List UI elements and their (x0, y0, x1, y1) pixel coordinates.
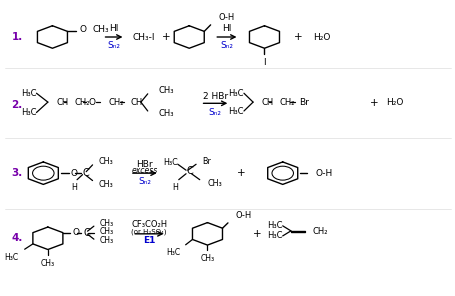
Text: H: H (172, 183, 178, 192)
Text: +: + (162, 32, 170, 42)
Text: H: H (71, 183, 77, 192)
Text: H₃C: H₃C (21, 108, 36, 117)
Text: O-H: O-H (235, 211, 251, 220)
Text: (or H₂SO₄): (or H₂SO₄) (131, 229, 167, 235)
Text: O: O (79, 25, 86, 33)
Text: H₃C: H₃C (228, 107, 243, 115)
Text: 2 HBr: 2 HBr (202, 92, 228, 101)
Text: +: + (369, 98, 377, 108)
Text: H₃C: H₃C (166, 248, 180, 257)
Text: Br: Br (202, 157, 211, 166)
Text: E1: E1 (142, 236, 155, 245)
Text: H₂O: H₂O (385, 98, 402, 107)
Text: C: C (83, 228, 90, 238)
Text: CH₃: CH₃ (93, 25, 109, 33)
Text: +: + (294, 32, 302, 42)
Text: O-H: O-H (218, 13, 235, 22)
Text: H₃C: H₃C (4, 253, 18, 262)
Text: CH₃: CH₃ (200, 254, 214, 263)
Text: CH₂: CH₂ (108, 98, 124, 107)
Text: +: + (253, 229, 261, 239)
Text: 4.: 4. (11, 233, 23, 243)
Text: H₃C: H₃C (21, 89, 36, 98)
Text: O: O (89, 98, 96, 107)
Text: Br: Br (299, 98, 309, 107)
Text: CH₃-I: CH₃-I (132, 33, 155, 41)
Text: CH₃: CH₃ (158, 110, 173, 118)
Text: H₃C: H₃C (267, 221, 282, 230)
Text: CH₃: CH₃ (100, 219, 114, 228)
Text: CH: CH (261, 98, 273, 107)
Text: +: + (237, 168, 245, 178)
Text: CH₃: CH₃ (99, 157, 113, 166)
Text: I: I (263, 58, 265, 67)
Text: CH: CH (130, 98, 142, 107)
Text: HI: HI (222, 24, 231, 33)
Text: excess: excess (131, 166, 157, 175)
Text: CH₃: CH₃ (41, 259, 55, 268)
Text: HBr: HBr (136, 160, 152, 169)
Text: Sₙ₂: Sₙ₂ (220, 41, 233, 50)
Text: 2.: 2. (11, 100, 23, 110)
Text: CH₂: CH₂ (74, 98, 90, 107)
Text: H₃C: H₃C (228, 89, 243, 98)
Text: CF₃CO₂H: CF₃CO₂H (131, 221, 167, 229)
Text: Sₙ₂: Sₙ₂ (107, 41, 120, 50)
Text: HI: HI (109, 24, 118, 33)
Text: CH₂: CH₂ (312, 227, 328, 236)
Text: C: C (187, 166, 193, 176)
Text: Sₙ₂: Sₙ₂ (208, 108, 221, 117)
Text: CH₃: CH₃ (100, 236, 114, 244)
Text: O: O (71, 169, 77, 178)
Text: O-H: O-H (314, 169, 332, 178)
Text: CH₃: CH₃ (158, 86, 173, 95)
Text: CH₃: CH₃ (100, 227, 114, 236)
Text: 3.: 3. (11, 168, 23, 178)
Text: CH₂: CH₂ (279, 98, 294, 107)
Text: H₃C: H₃C (267, 231, 282, 240)
Text: H₃C: H₃C (163, 158, 177, 167)
Text: CH₃: CH₃ (207, 179, 222, 188)
Text: O: O (72, 228, 79, 237)
Text: CH: CH (56, 98, 68, 107)
Text: Sₙ₂: Sₙ₂ (138, 177, 151, 186)
Text: CH₃: CH₃ (99, 180, 113, 189)
Text: H₂O: H₂O (312, 33, 329, 41)
Text: 1.: 1. (11, 32, 23, 42)
Text: C: C (82, 168, 89, 178)
